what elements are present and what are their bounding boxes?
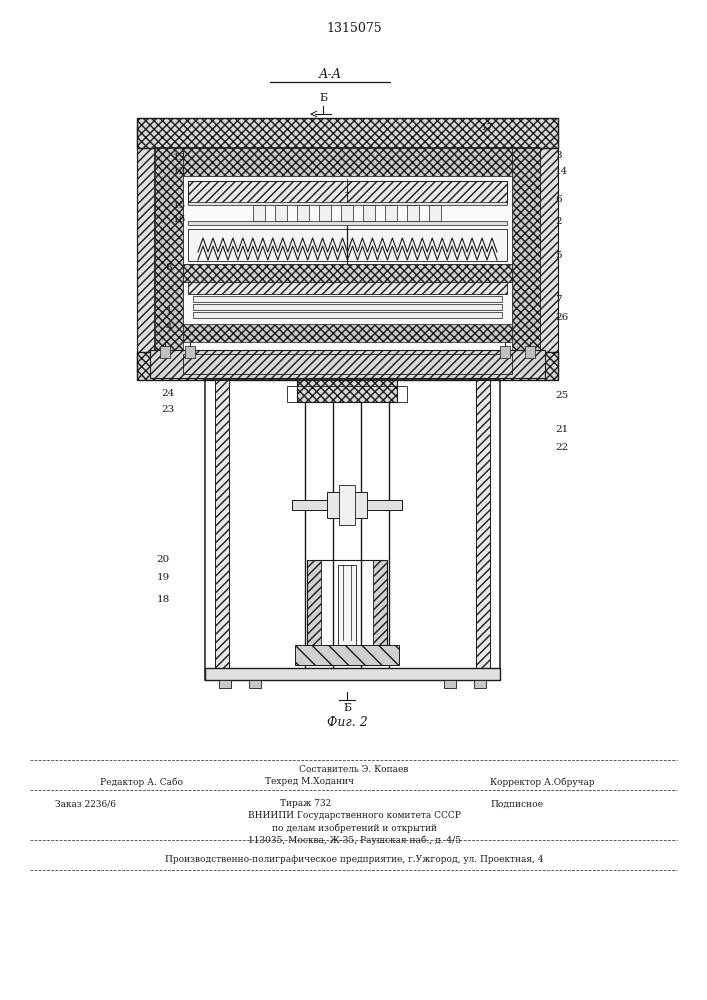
Bar bbox=[185, 346, 195, 358]
Text: Техред М.Ходанич: Техред М.Ходанич bbox=[265, 778, 354, 786]
Bar bbox=[193, 296, 502, 302]
Text: 17: 17 bbox=[480, 123, 493, 132]
Bar bbox=[525, 346, 535, 358]
Text: Производственно-полиграфическое предприятие, г.Ужгород, ул. Проектная, 4: Производственно-полиграфическое предприя… bbox=[165, 856, 543, 864]
Text: Составитель Э. Копаев: Составитель Э. Копаев bbox=[299, 766, 409, 774]
Text: 13: 13 bbox=[173, 153, 186, 162]
Text: 22: 22 bbox=[555, 444, 568, 452]
Text: 18: 18 bbox=[157, 595, 170, 604]
Bar bbox=[297, 205, 309, 221]
Bar bbox=[183, 148, 512, 176]
Bar bbox=[307, 560, 387, 665]
Bar bbox=[183, 322, 512, 342]
Bar bbox=[253, 205, 265, 221]
Bar bbox=[297, 380, 397, 402]
Bar bbox=[363, 205, 375, 221]
Bar bbox=[160, 346, 170, 358]
Text: 7: 7 bbox=[555, 296, 561, 304]
Bar bbox=[183, 264, 512, 282]
Bar bbox=[536, 126, 558, 372]
Bar bbox=[188, 282, 507, 294]
Text: ВНИИПИ Государственного комитета СССР: ВНИИПИ Государственного комитета СССР bbox=[247, 812, 460, 820]
Bar bbox=[292, 500, 402, 510]
Text: 12: 12 bbox=[173, 167, 186, 176]
Text: Тираж 732: Тираж 732 bbox=[280, 800, 332, 808]
Text: Б: Б bbox=[319, 93, 327, 103]
Bar bbox=[249, 680, 261, 688]
Bar bbox=[407, 205, 419, 221]
Bar bbox=[137, 352, 558, 380]
Bar bbox=[474, 680, 486, 688]
Text: Б: Б bbox=[343, 703, 351, 713]
Bar bbox=[307, 560, 321, 665]
Bar bbox=[155, 148, 540, 352]
Bar bbox=[137, 118, 558, 148]
Bar bbox=[188, 221, 507, 225]
Bar bbox=[150, 350, 545, 378]
Bar bbox=[183, 354, 512, 374]
Text: 1315075: 1315075 bbox=[326, 21, 382, 34]
Bar bbox=[137, 126, 159, 372]
Bar bbox=[193, 304, 502, 310]
Text: Редактор А. Сабо: Редактор А. Сабо bbox=[100, 777, 183, 787]
Bar bbox=[373, 560, 387, 665]
Text: 26: 26 bbox=[555, 314, 568, 322]
Text: Фиг. 2: Фиг. 2 bbox=[327, 716, 368, 728]
Text: 24: 24 bbox=[162, 389, 175, 398]
Bar bbox=[341, 205, 353, 221]
Text: 23: 23 bbox=[162, 406, 175, 414]
Bar bbox=[429, 205, 441, 221]
Bar bbox=[205, 668, 500, 680]
Text: 6: 6 bbox=[555, 196, 561, 205]
Text: 20: 20 bbox=[157, 556, 170, 564]
Text: 5: 5 bbox=[555, 250, 561, 259]
Bar bbox=[205, 380, 500, 680]
Bar bbox=[476, 380, 490, 680]
Bar bbox=[295, 645, 399, 665]
Text: 15: 15 bbox=[173, 202, 186, 211]
Bar bbox=[500, 346, 510, 358]
Bar bbox=[339, 485, 355, 525]
Text: Подписное: Подписное bbox=[490, 800, 543, 808]
Text: Корректор А.Обручар: Корректор А.Обручар bbox=[490, 777, 595, 787]
Bar bbox=[327, 492, 367, 518]
Bar bbox=[219, 680, 231, 688]
Text: 1: 1 bbox=[165, 308, 172, 316]
Bar bbox=[385, 205, 397, 221]
Text: по делам изобретений и открытий: по делам изобретений и открытий bbox=[271, 823, 436, 833]
Text: А-А: А-А bbox=[318, 68, 341, 82]
Bar bbox=[287, 386, 407, 402]
Text: 21: 21 bbox=[555, 426, 568, 434]
Text: 19: 19 bbox=[157, 574, 170, 582]
Bar bbox=[183, 176, 512, 324]
Bar bbox=[155, 148, 183, 352]
Bar bbox=[215, 380, 229, 680]
Bar bbox=[188, 181, 507, 203]
Text: 113035, Москва, Ж-35, Раушская наб., д. 4/5: 113035, Москва, Ж-35, Раушская наб., д. … bbox=[247, 835, 460, 845]
Bar bbox=[275, 205, 287, 221]
Text: 3: 3 bbox=[555, 150, 561, 159]
Bar bbox=[188, 229, 507, 261]
Bar bbox=[193, 312, 502, 318]
Text: 14: 14 bbox=[555, 167, 568, 176]
Bar bbox=[338, 565, 356, 650]
Text: 2: 2 bbox=[555, 218, 561, 227]
Text: 25: 25 bbox=[555, 390, 568, 399]
Bar bbox=[188, 202, 507, 205]
Text: 8: 8 bbox=[165, 263, 172, 272]
Text: 16: 16 bbox=[173, 216, 186, 225]
Text: ┼: ┼ bbox=[344, 187, 349, 197]
Bar bbox=[444, 680, 456, 688]
Text: 4: 4 bbox=[165, 324, 172, 332]
Bar bbox=[319, 205, 331, 221]
Bar bbox=[512, 148, 540, 352]
Text: Заказ 2236/6: Заказ 2236/6 bbox=[55, 800, 116, 808]
